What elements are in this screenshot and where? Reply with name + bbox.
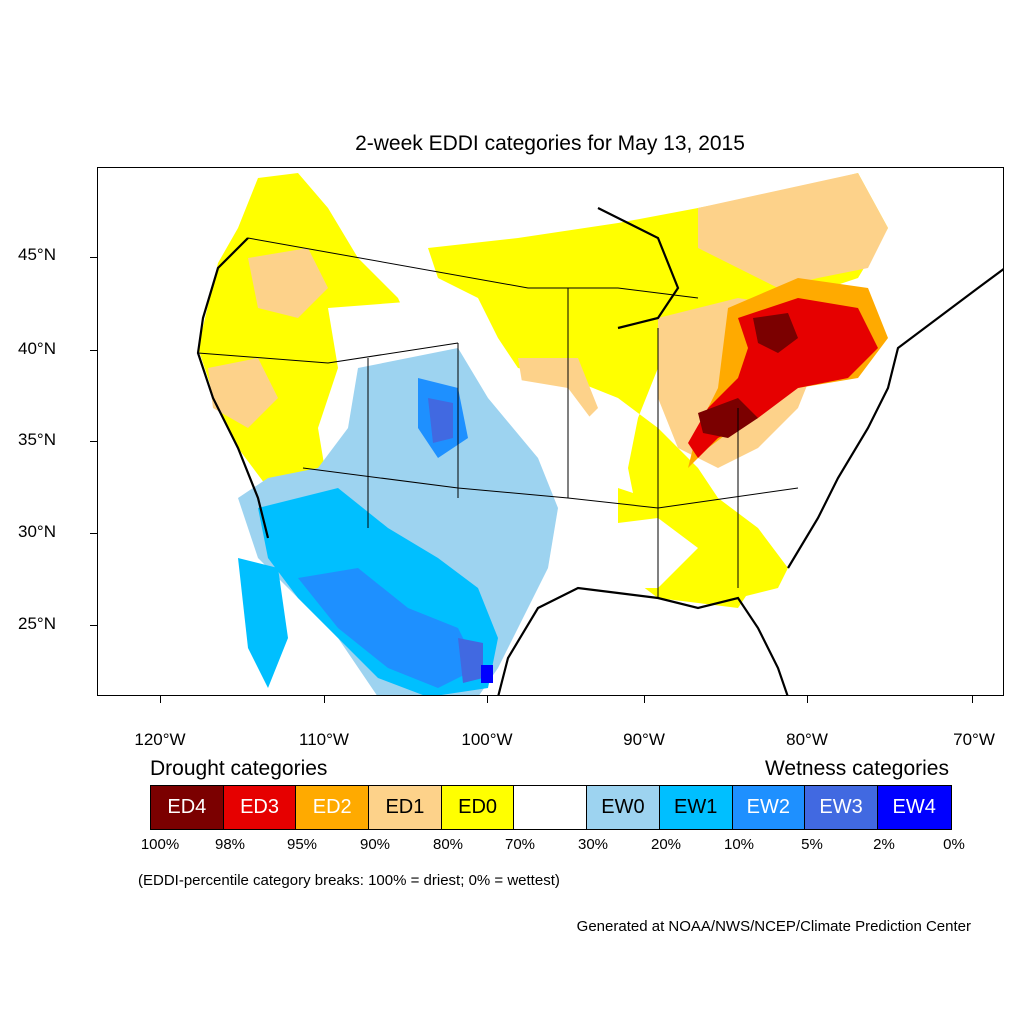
legend-ew4: EW4	[877, 786, 951, 829]
lon-label-110: 110°W	[299, 730, 349, 749]
lat-tick	[90, 257, 97, 258]
lon-tick	[487, 696, 488, 703]
lon-tick	[972, 696, 973, 703]
map-canvas	[196, 173, 1003, 695]
wetness-heading: Wetness categories	[764, 757, 949, 780]
credit-line: Generated at NOAA/NWS/NCEP/Climate Predi…	[576, 918, 971, 935]
legend-ew3: EW3	[805, 786, 878, 829]
lon-label-100: 100°W	[461, 730, 513, 749]
pct-label: 95%	[286, 836, 318, 853]
lat-tick	[90, 625, 97, 626]
lon-tick	[324, 696, 325, 703]
pct-label: 90%	[359, 836, 391, 853]
legend-ed1: ED1	[369, 786, 442, 829]
pct-label: 70%	[504, 836, 536, 853]
lat-tick	[90, 533, 97, 534]
legend-ed2: ED2	[296, 786, 370, 829]
lat-tick	[90, 441, 97, 442]
legend-normal	[514, 786, 588, 829]
drought-heading: Drought categories	[150, 757, 328, 780]
lon-label-90: 90°W	[623, 730, 665, 749]
lat-tick	[90, 350, 97, 351]
ew3-region	[428, 398, 483, 683]
lon-tick	[644, 696, 645, 703]
pct-label: 5%	[801, 836, 823, 853]
pct-label: 100%	[140, 836, 180, 853]
pct-label: 2%	[873, 836, 895, 853]
lon-label-80: 80°W	[786, 730, 828, 749]
lon-label-120: 120°W	[134, 730, 186, 749]
coastline	[196, 207, 1003, 695]
pct-label: 98%	[214, 836, 246, 853]
ed4-region	[698, 313, 798, 438]
legend-ed3: ED3	[223, 786, 297, 829]
legend-ew1: EW1	[659, 786, 733, 829]
lat-label-35: 35°N	[18, 430, 56, 449]
pct-label: 80%	[432, 836, 464, 853]
legend-ed4: ED4	[151, 786, 224, 829]
legend-ew2: EW2	[732, 786, 806, 829]
legend-ed0: ED0	[441, 786, 515, 829]
ew4-region	[481, 665, 493, 683]
lon-tick	[807, 696, 808, 703]
lat-label-45: 45°N	[18, 245, 56, 264]
pct-label: 30%	[577, 836, 609, 853]
pct-label: 0%	[943, 836, 965, 853]
lat-label-25: 25°N	[18, 614, 56, 633]
lat-label-30: 30°N	[18, 522, 56, 541]
category-legend: ED4 ED3 ED2 ED1 ED0 EW0 EW1 EW2 EW3 EW4	[150, 785, 952, 830]
pct-label: 20%	[650, 836, 682, 853]
boundaries	[197, 237, 799, 598]
legend-ew0: EW0	[587, 786, 660, 829]
map-title: 2-week EDDI categories for May 13, 2015	[355, 132, 745, 155]
category-note: (EDDI-percentile category breaks: 100% =…	[138, 872, 560, 889]
lat-label-40: 40°N	[18, 339, 56, 358]
pct-label: 10%	[723, 836, 755, 853]
lon-label-70: 70°W	[953, 730, 995, 749]
eddi-map	[97, 167, 1004, 696]
lon-tick	[160, 696, 161, 703]
